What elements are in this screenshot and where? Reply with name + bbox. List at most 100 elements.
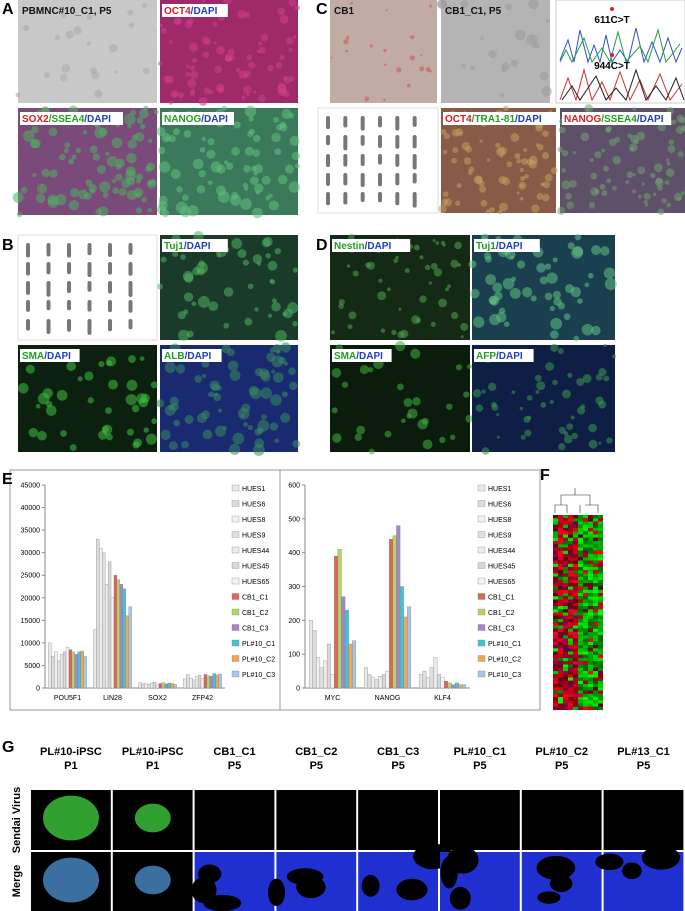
heatmap-cell bbox=[583, 550, 588, 555]
chromosome bbox=[26, 262, 30, 276]
x-tick-label: MYC bbox=[325, 695, 341, 702]
cell bbox=[419, 295, 427, 303]
cell bbox=[244, 146, 255, 156]
cell bbox=[292, 35, 297, 39]
heatmap-cell bbox=[558, 580, 563, 584]
heatmap-cell bbox=[568, 576, 573, 581]
label-box bbox=[162, 349, 222, 362]
heatmap-cell bbox=[573, 700, 578, 704]
cell bbox=[184, 415, 194, 425]
cell bbox=[126, 189, 137, 201]
cell bbox=[521, 158, 528, 165]
bar bbox=[65, 647, 70, 689]
cell bbox=[652, 192, 657, 196]
heatmap-cell bbox=[578, 570, 583, 574]
column-header: P5 bbox=[555, 760, 568, 772]
heatmap-cell bbox=[598, 661, 603, 665]
cell bbox=[211, 383, 219, 391]
gap bbox=[621, 862, 642, 880]
heatmap-cell bbox=[558, 554, 563, 558]
heatmap-cell bbox=[578, 664, 583, 668]
chromosome bbox=[108, 281, 112, 294]
heatmap-cell bbox=[578, 593, 583, 597]
cell bbox=[516, 191, 520, 195]
heatmap-cell bbox=[578, 658, 583, 662]
cell bbox=[175, 364, 186, 374]
cell bbox=[451, 128, 460, 137]
heatmap-cell bbox=[568, 697, 573, 701]
column-header: PL#10-iPSC bbox=[122, 746, 184, 758]
heatmap-cell bbox=[598, 687, 603, 691]
heatmap-cell bbox=[563, 550, 568, 555]
cell bbox=[111, 137, 123, 149]
bar bbox=[68, 649, 73, 689]
heatmap-cell bbox=[573, 684, 578, 688]
cell bbox=[479, 139, 483, 143]
heatmap-cell bbox=[573, 677, 578, 681]
label-box bbox=[162, 239, 228, 252]
legend-label: PL#10_C2 bbox=[242, 657, 275, 664]
heatmap-cell bbox=[583, 703, 588, 707]
cell bbox=[257, 427, 264, 434]
heatmap-cell bbox=[593, 524, 598, 529]
legend-swatch bbox=[231, 639, 240, 647]
bar bbox=[96, 538, 100, 689]
chromosome bbox=[67, 300, 71, 311]
heatmap-cell bbox=[578, 580, 583, 584]
heatmap-cell bbox=[578, 635, 583, 639]
heatmap-cell bbox=[568, 690, 573, 694]
image-label: Tuj1/DAPI bbox=[164, 241, 211, 252]
bar bbox=[104, 584, 109, 689]
chromosome bbox=[67, 319, 71, 332]
cell bbox=[562, 389, 571, 399]
cell bbox=[118, 187, 127, 196]
cell bbox=[54, 34, 61, 41]
legend-label: HUES1 bbox=[242, 486, 265, 493]
heatmap-cell bbox=[583, 661, 588, 665]
heatmap-cell bbox=[588, 524, 593, 529]
bar bbox=[323, 660, 328, 689]
legend-label: PL#10_C3 bbox=[242, 672, 275, 679]
cell bbox=[447, 8, 453, 13]
cell bbox=[580, 404, 586, 409]
legend-swatch bbox=[477, 515, 486, 523]
cell bbox=[413, 244, 420, 251]
heatmap-cell bbox=[568, 554, 573, 558]
label-part: /SSEA4 bbox=[49, 114, 85, 125]
cell bbox=[260, 387, 272, 399]
cell bbox=[594, 151, 602, 159]
cell bbox=[632, 107, 637, 112]
cell bbox=[253, 171, 258, 176]
bar bbox=[77, 651, 81, 689]
bar bbox=[197, 675, 202, 689]
y-tick-label: 10000 bbox=[21, 640, 41, 647]
cell bbox=[231, 238, 243, 249]
cell bbox=[221, 105, 227, 111]
cell bbox=[492, 282, 503, 293]
label-part: /TRA1-81 bbox=[472, 114, 516, 125]
heatmap-cell bbox=[558, 671, 563, 675]
legend-swatch bbox=[477, 562, 486, 569]
cell bbox=[573, 335, 579, 342]
chromosome bbox=[343, 116, 348, 128]
cell bbox=[272, 298, 277, 304]
cell bbox=[516, 158, 522, 164]
cell bbox=[280, 342, 291, 353]
cell bbox=[201, 136, 207, 142]
heatmap-cell bbox=[568, 589, 573, 594]
legend-label: CB1_C1 bbox=[488, 595, 515, 602]
cell bbox=[282, 90, 290, 98]
heatmap-cell bbox=[583, 544, 588, 548]
heatmap-cell bbox=[558, 625, 563, 629]
heatmap-cell bbox=[568, 541, 573, 545]
heatmap-cell bbox=[578, 622, 583, 626]
heatmap-cell bbox=[588, 537, 593, 542]
cell bbox=[106, 356, 117, 367]
cell bbox=[22, 130, 35, 142]
sendai-image bbox=[358, 790, 438, 850]
heatmap-cell bbox=[598, 645, 603, 649]
panel-label: B bbox=[2, 237, 14, 254]
heatmap-cell bbox=[578, 576, 583, 581]
legend-label: HUES1 bbox=[488, 486, 511, 493]
heatmap-cell bbox=[573, 619, 578, 623]
